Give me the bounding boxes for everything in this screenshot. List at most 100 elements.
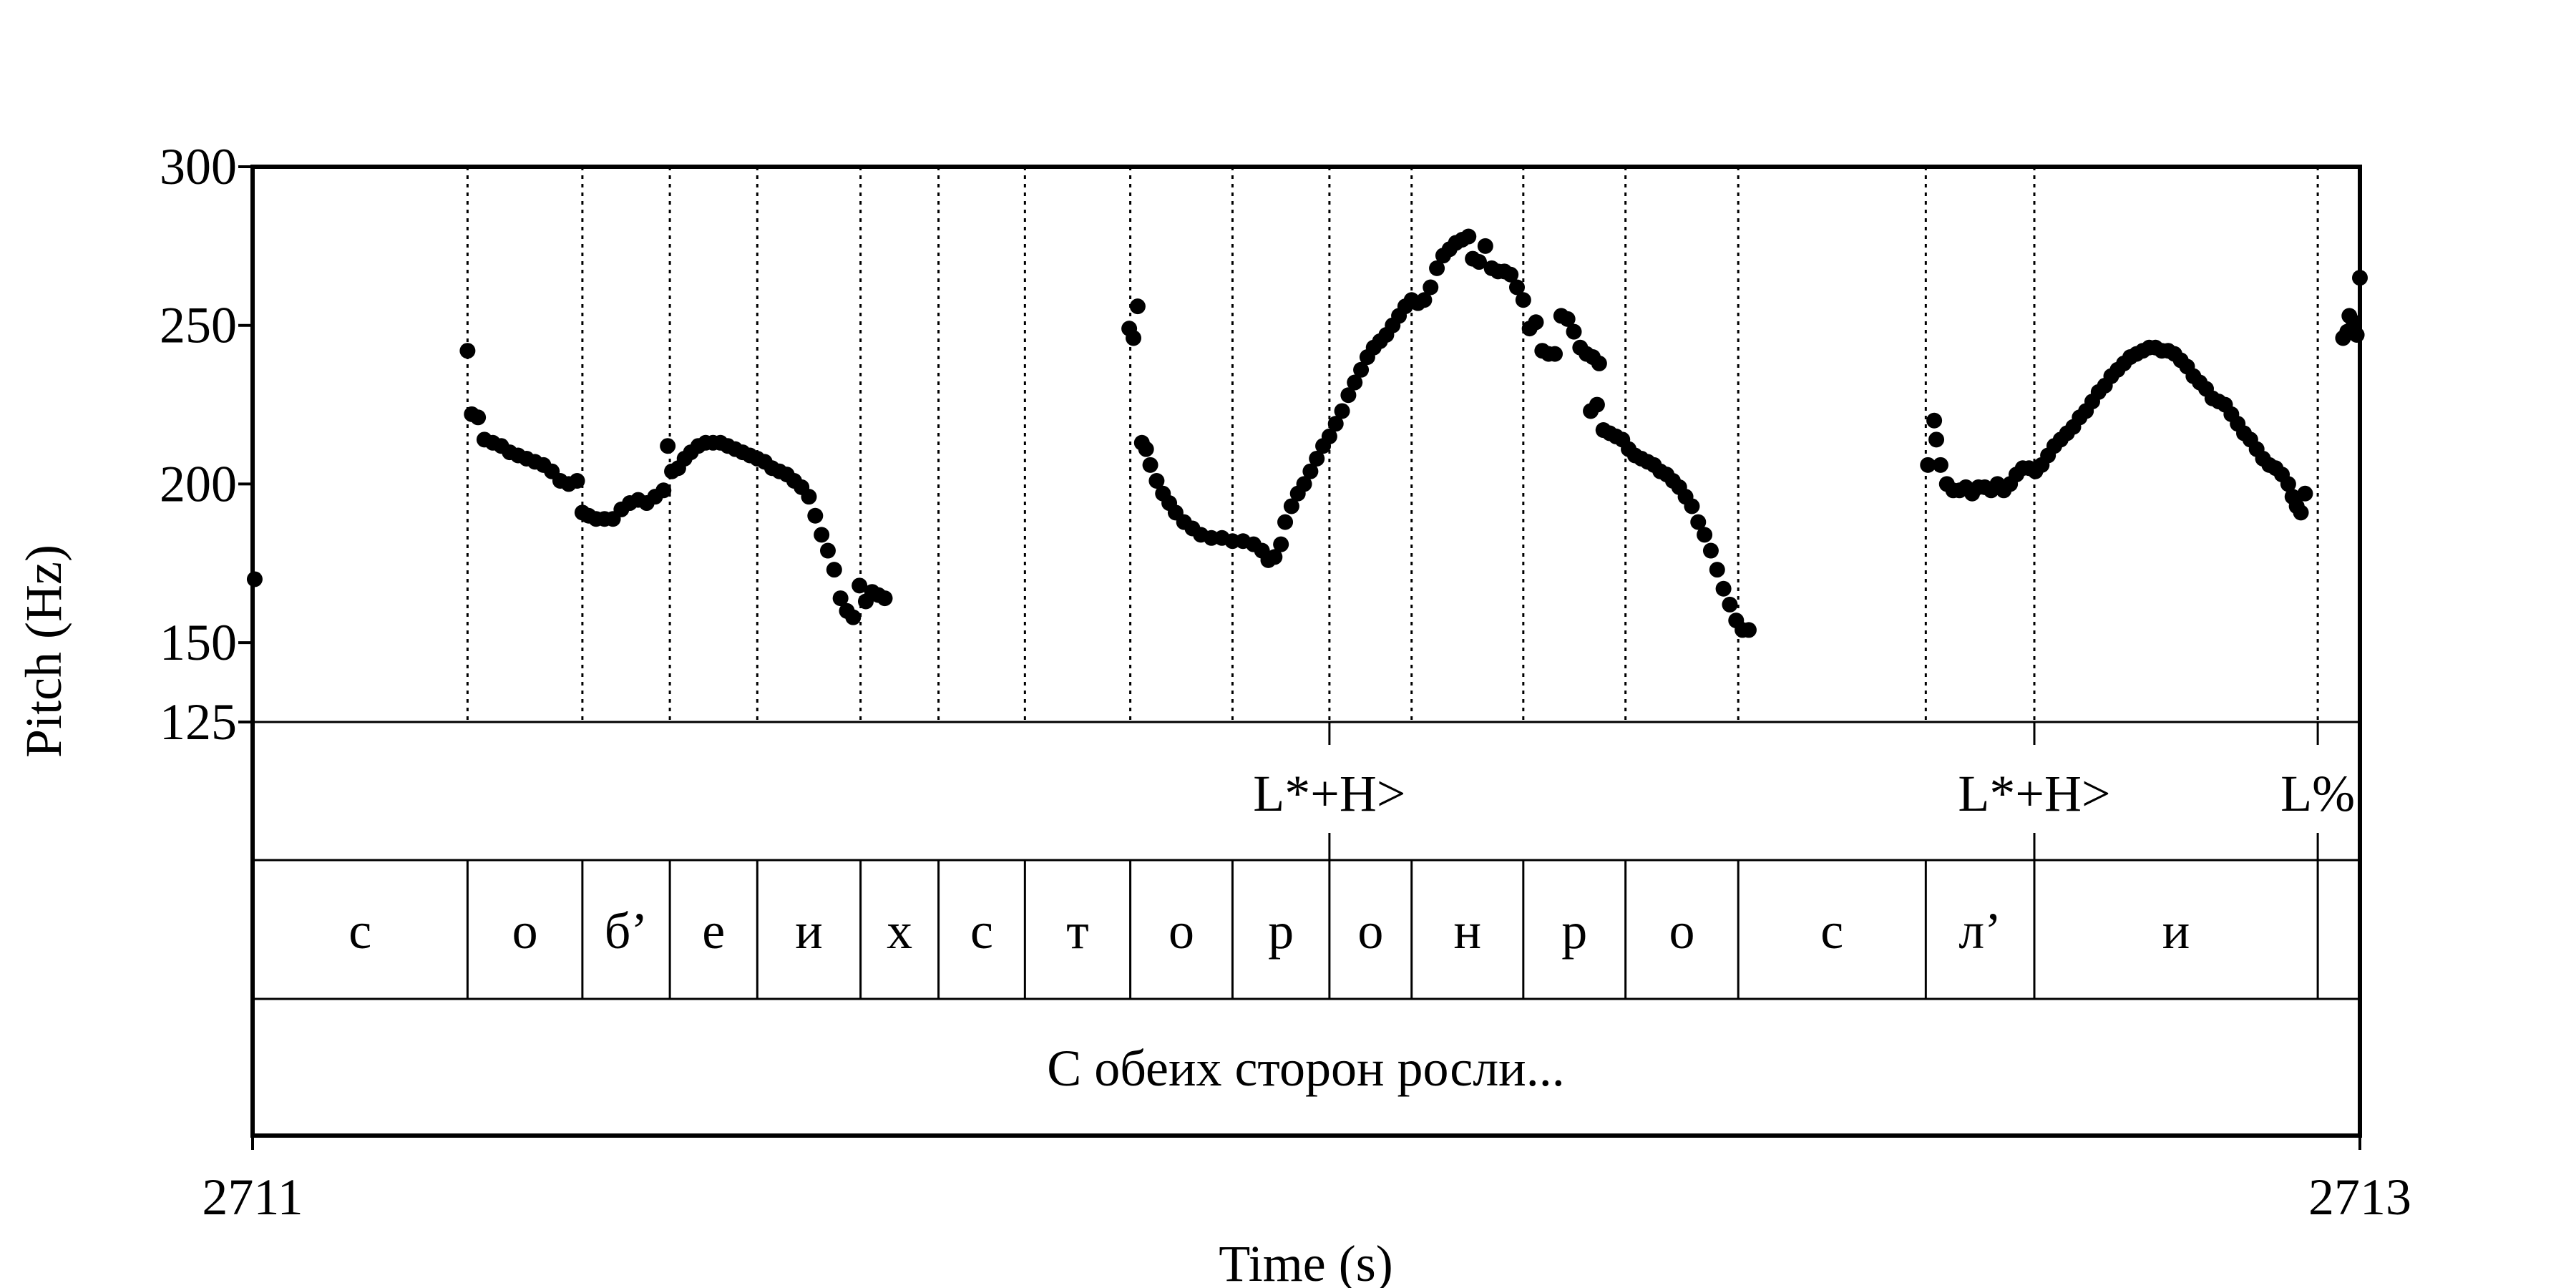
pitch-point bbox=[1347, 374, 1363, 391]
segment-label: с bbox=[348, 902, 371, 960]
segment-label: о bbox=[1669, 902, 1694, 960]
pitch-point bbox=[1509, 279, 1525, 296]
pitch-point bbox=[819, 542, 836, 559]
pitch-point bbox=[1321, 428, 1337, 444]
pitch-point bbox=[1740, 622, 1757, 638]
pitch-point bbox=[2293, 504, 2309, 521]
segment-tier: с о б’ е и х с т о р о н р о с л’ и bbox=[348, 860, 2319, 999]
segment-label: о bbox=[1169, 902, 1194, 960]
tone-label: L*+H> bbox=[1958, 765, 2110, 822]
segment-label: б’ bbox=[605, 902, 648, 960]
pitch-point bbox=[1138, 441, 1154, 457]
pitch-point bbox=[1283, 498, 1299, 514]
pitch-point bbox=[1126, 330, 1142, 346]
pitch-point bbox=[826, 562, 842, 578]
pitch-point bbox=[845, 609, 862, 625]
pitch-point bbox=[1589, 396, 1605, 413]
segment-label: о bbox=[512, 902, 538, 960]
y-tick-label: 250 bbox=[160, 297, 237, 354]
chart-frame bbox=[250, 165, 2362, 1138]
pitch-point bbox=[2280, 476, 2296, 492]
pitch-point bbox=[1528, 314, 1544, 331]
pitch-point bbox=[1416, 292, 1433, 308]
pitch-point bbox=[1503, 266, 1519, 283]
tone-tier: L*+H> L*+H> L% bbox=[1253, 722, 2355, 860]
pitch-point bbox=[1353, 361, 1370, 378]
pitch-point bbox=[852, 577, 868, 594]
pitch-point bbox=[1702, 542, 1719, 559]
segment-label: х bbox=[887, 902, 912, 960]
pitch-point bbox=[1684, 498, 1700, 514]
pitch-point bbox=[1722, 596, 1738, 613]
y-axis: 300 250 200 150 125 bbox=[160, 138, 253, 751]
y-tick-label: 125 bbox=[160, 693, 237, 751]
pitch-point bbox=[1515, 292, 1531, 308]
pitch-point bbox=[655, 482, 672, 499]
pitch-point bbox=[1477, 238, 1493, 254]
pitch-point bbox=[470, 409, 487, 426]
pitch-point bbox=[1423, 279, 1439, 296]
pitch-point bbox=[459, 343, 476, 359]
pitch-point bbox=[832, 590, 849, 607]
pitch-point bbox=[2348, 327, 2365, 343]
pitch-point bbox=[1591, 355, 1607, 371]
pitch-point bbox=[1709, 562, 1725, 578]
y-tick-label: 300 bbox=[160, 138, 237, 195]
pitch-point bbox=[1566, 323, 1582, 340]
pitch-point bbox=[1296, 476, 1312, 492]
pitch-point bbox=[660, 438, 676, 454]
pitch-point bbox=[814, 527, 830, 543]
tone-label: L% bbox=[2280, 765, 2355, 822]
segment-label: и bbox=[2162, 902, 2190, 960]
pitch-point bbox=[1926, 412, 1943, 429]
pitch-point bbox=[1697, 527, 1713, 543]
x-axis-title: Time (s) bbox=[1219, 1235, 1392, 1288]
segment-label: р bbox=[1561, 902, 1587, 960]
pitch-point bbox=[1309, 450, 1325, 467]
pitch-point bbox=[1690, 514, 1707, 530]
x-axis: 2711 2713 bbox=[202, 1136, 2411, 1226]
pitch-point bbox=[1277, 514, 1294, 530]
pitch-point bbox=[1142, 457, 1158, 473]
plot-area-border bbox=[250, 165, 2362, 1138]
segment-label: с bbox=[970, 902, 993, 960]
y-axis-title: Pitch (Hz) bbox=[15, 545, 72, 758]
pitch-point bbox=[1470, 254, 1487, 270]
segment-boundaries bbox=[466, 167, 2319, 722]
segment-label: н bbox=[1454, 902, 1482, 960]
segment-label: с bbox=[1820, 902, 1843, 960]
y-tick-label: 200 bbox=[160, 455, 237, 512]
y-tick-label: 150 bbox=[160, 614, 237, 671]
segment-label: е bbox=[702, 902, 725, 960]
pitch-point bbox=[807, 507, 824, 524]
pitch-point bbox=[2297, 485, 2313, 502]
pitch-point bbox=[1273, 536, 1289, 552]
pitch-point bbox=[1267, 549, 1283, 565]
pitch-point bbox=[1559, 311, 1576, 327]
segment-label: и bbox=[795, 902, 823, 960]
segment-label: т bbox=[1066, 902, 1088, 960]
pitch-point bbox=[1148, 472, 1165, 489]
pitch-point bbox=[1920, 457, 1936, 473]
pitch-point bbox=[1302, 463, 1319, 479]
pitch-point bbox=[1327, 416, 1344, 432]
pitch-point bbox=[569, 472, 585, 489]
pitch-point bbox=[801, 489, 817, 505]
segment-label: о bbox=[1357, 902, 1383, 960]
pitch-point bbox=[2346, 314, 2362, 331]
pitch-point bbox=[1547, 346, 1563, 362]
pitch-point bbox=[1334, 403, 1350, 419]
pitch-point bbox=[1928, 431, 1945, 448]
pitch-point bbox=[1715, 580, 1732, 597]
pitch-point bbox=[877, 590, 893, 607]
tone-label: L*+H> bbox=[1253, 765, 1405, 822]
segment-label: л’ bbox=[1958, 902, 2001, 960]
pitch-point bbox=[1932, 457, 1948, 473]
pitch-point bbox=[1129, 298, 1146, 315]
x-tick-label: 2713 bbox=[2308, 1169, 2411, 1226]
pitch-points bbox=[246, 228, 2368, 638]
segment-label: р bbox=[1268, 902, 1294, 960]
pitch-point bbox=[1460, 228, 1477, 245]
pitch-point bbox=[1340, 387, 1357, 404]
